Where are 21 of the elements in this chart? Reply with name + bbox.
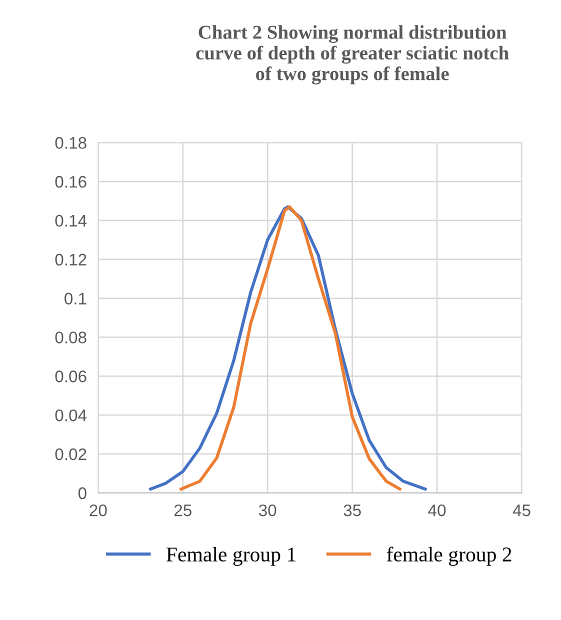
y-tick-label: 0.18 xyxy=(55,137,86,149)
legend-label: Female group 1 xyxy=(166,546,296,566)
legend-label: female group 2 xyxy=(386,546,512,566)
y-tick-label: 0.02 xyxy=(55,448,86,460)
y-tick-label: 0.08 xyxy=(55,332,86,344)
y-tick-label: 0.1 xyxy=(64,292,86,304)
x-tick-label: 45 xyxy=(512,504,530,516)
line-series xyxy=(149,205,427,491)
x-tick-label: 40 xyxy=(428,504,446,516)
x-tick-label: 20 xyxy=(90,504,107,516)
y-tick-label: 0 xyxy=(78,487,86,500)
y-tick-label: 0.12 xyxy=(55,254,86,266)
x-tick-label: 25 xyxy=(174,504,192,516)
y-tick-label: 0.06 xyxy=(55,370,86,382)
line-series xyxy=(180,205,402,491)
y-tick-label: 0.14 xyxy=(55,214,87,227)
y-tick-label: 0.04 xyxy=(55,409,87,422)
y-tick-label: 0.16 xyxy=(55,176,86,188)
x-tick-label: 30 xyxy=(258,504,276,516)
x-tick-label: 35 xyxy=(344,504,361,516)
chart-title: Chart 2 Showing normal distribution curve of depth of greater sciatic notch of two groups of female xyxy=(196,25,509,84)
